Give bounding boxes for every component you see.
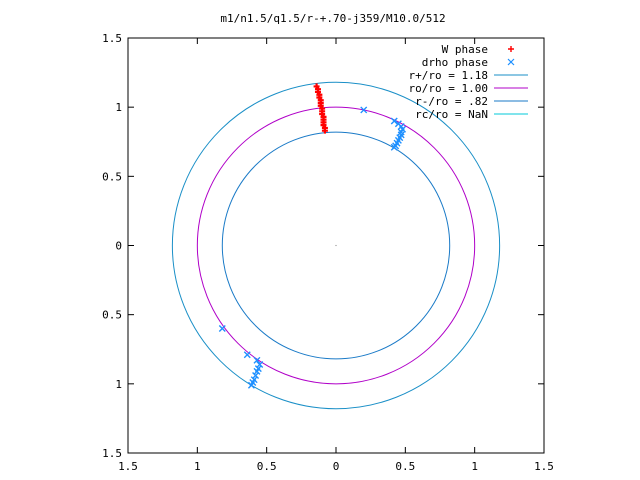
drho-phase-point [397,128,405,136]
plot-area: 1.5 1 0.5 0 0.5 1 1.51.510.500.511.5W phasedrh… [102,32,554,473]
ring-circle [171,81,501,410]
w-phase-point [321,127,328,134]
legend-label: rc/ro = NaN [415,108,488,121]
legend-label: ro/ro = 1.00 [409,82,488,95]
legend-swatch-x [507,58,515,66]
x-tick-label: 0.5 [257,460,277,473]
y-tick-label: 1 [115,101,122,114]
legend-label: W phase [442,43,488,56]
x-tick-label: 1 [471,460,478,473]
drho-phase-point [360,106,368,114]
ring-circle [196,106,476,385]
drho-phase-point [252,372,260,380]
x-tick-label: 1.5 [534,460,554,473]
y-tick-label: 1.5 [102,32,122,45]
chart-title: m1/n1.5/q1.5/r-+.70-j359/M10.0/512 [220,12,445,25]
drho-phase-point [218,325,226,332]
x-tick-label: 0 [333,460,340,473]
x-tick-label: 1 [194,460,201,473]
drho-phase-point [390,117,398,125]
drho-phase-point [247,381,255,389]
y-tick-label: 1.5 [102,447,122,460]
y-tick-label: 0.5 [102,170,122,183]
drho-phase-point [253,356,261,364]
drho-phase-point [243,351,251,359]
drho-phase-point [390,143,398,151]
legend-label: r+/ro = 1.18 [409,69,488,82]
y-tick-label: 0.5 [102,309,122,322]
drho-phase-point [256,360,264,368]
y-tick-label: 1 [115,378,122,391]
drho-phase-point [253,367,261,375]
x-tick-label: 0.5 [395,460,415,473]
y-tick-label: 0 [115,240,122,253]
legend-swatch-plus [508,46,514,52]
x-tick-label: 1.5 [118,460,138,473]
legend-label: drho phase [422,56,488,69]
origin-point [335,244,337,247]
ring-circle [221,131,451,360]
legend-label: r-/ro = .82 [415,95,488,108]
